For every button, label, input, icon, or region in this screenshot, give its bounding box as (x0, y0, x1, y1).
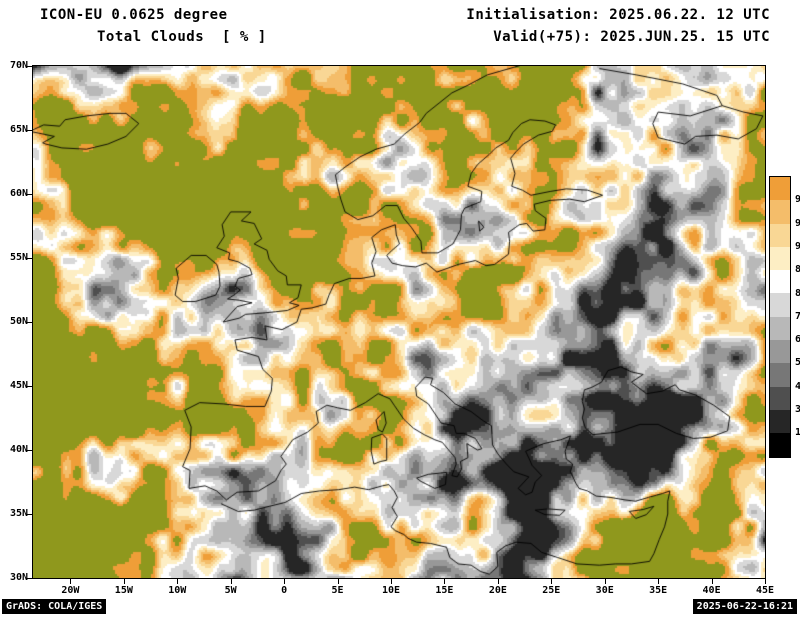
valid-time-label: Valid(+75): 2025.JUN.25. 15 UTC (493, 29, 770, 45)
legend-color-segment (770, 223, 790, 247)
legend-color-segment (770, 433, 790, 457)
lon-tick-label: 20E (488, 585, 507, 596)
variable-title: Total Clouds [ % ] (97, 29, 267, 45)
legend-value-label: 99.5 (795, 194, 800, 206)
lat-tick-label: 35N (9, 508, 28, 519)
legend-color-segment (770, 363, 790, 387)
legend-color-segment (770, 409, 790, 434)
legend-color-segment (770, 246, 790, 271)
legend-color-segment (770, 270, 790, 294)
lat-tick-label: 65N (9, 124, 28, 135)
lon-tick-label: 10E (381, 585, 401, 596)
lat-tick-label: 55N (9, 252, 28, 263)
legend-color-segment (770, 293, 790, 317)
lat-tick-label: 30N (9, 572, 28, 583)
lat-tick-label: 40N (9, 444, 28, 455)
legend-value-label: 85 (795, 264, 800, 276)
lon-tick-label: 20W (61, 585, 80, 596)
lat-tick-label: 45N (9, 380, 28, 391)
cloud-cover-map-canvas (33, 66, 765, 578)
grads-credit: GrADS: COLA/IGES (2, 599, 107, 614)
lon-tick-label: 0 (281, 585, 288, 596)
lon-tick-label: 35E (649, 585, 668, 596)
model-title: ICON-EU 0.0625 degree (40, 7, 228, 23)
lon-tick-label: 15E (435, 585, 454, 596)
legend-value-label: 70 (795, 310, 800, 322)
lon-tick-label: 5W (224, 585, 237, 596)
legend-value-label: 10 (795, 427, 800, 439)
lon-tick-label: 40E (702, 585, 721, 596)
legend-value-label: 40 (795, 380, 800, 392)
legend-color-segment (770, 386, 790, 410)
legend-value-label: 50 (795, 357, 800, 369)
legend-value-label: 90 (795, 240, 800, 252)
legend-color-segment (770, 200, 790, 224)
legend-value-label: 30 (795, 404, 800, 415)
legend-color-segment (770, 316, 790, 341)
lat-tick-label: 50N (9, 316, 28, 327)
legend-value-label: 80 (795, 287, 800, 299)
lon-tick-label: 15W (114, 585, 133, 596)
lat-tick-label: 70N (9, 60, 28, 71)
lon-tick-label: 45E (755, 585, 775, 596)
legend-color-segment (770, 177, 790, 201)
creation-timestamp: 2025-06-22-16:21 (692, 599, 797, 614)
init-time-label: Initialisation: 2025.06.22. 12 UTC (466, 7, 770, 23)
colorbar (769, 176, 791, 458)
lon-tick-label: 10W (168, 585, 187, 596)
legend-color-segment (770, 340, 790, 364)
legend-value-label: 95 (795, 217, 800, 229)
lon-tick-label: 25E (542, 585, 561, 596)
map-plot-frame (32, 65, 766, 579)
lat-tick-label: 60N (9, 188, 28, 199)
legend-value-label: 60 (795, 334, 800, 346)
colorbar-legend: 99.5 95 90 85 80 70 60 50 40 30 10 (769, 176, 800, 458)
lon-tick-label: 5E (331, 585, 344, 596)
lon-tick-label: 30E (595, 585, 614, 596)
